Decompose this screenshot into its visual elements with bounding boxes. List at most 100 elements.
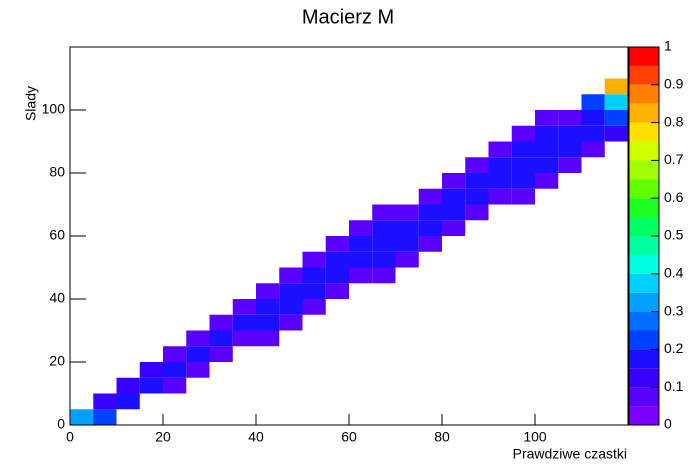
heat-cell <box>302 299 326 315</box>
colorbar-tick-label: 0.1 <box>664 378 684 394</box>
heat-cell <box>139 377 163 394</box>
colorbar-band <box>629 160 659 180</box>
colorbar-band <box>629 141 659 161</box>
heat-cell <box>558 110 582 126</box>
heat-cell <box>535 173 559 189</box>
heat-cell <box>209 346 233 362</box>
heat-cell <box>558 157 582 173</box>
heat-cell <box>581 141 605 158</box>
colorbar-tick-label: 0.7 <box>664 151 684 167</box>
colorbar-tick-label: 0.8 <box>664 113 684 129</box>
colorbar-tick-label: 0.9 <box>664 76 684 92</box>
heat-cell <box>488 188 512 205</box>
heat-cell <box>256 283 280 299</box>
colorbar-band <box>629 47 659 66</box>
heat-cell <box>302 267 326 284</box>
heat-cell <box>442 188 466 205</box>
colorbar-band <box>629 292 659 312</box>
heat-cell <box>395 236 419 252</box>
colorbar-band <box>629 198 659 218</box>
heat-cell <box>511 141 535 158</box>
heat-cell <box>325 251 349 268</box>
heat-cell <box>163 377 187 394</box>
heat-cell <box>325 283 349 299</box>
heat-cell <box>535 157 559 173</box>
heat-cell <box>511 157 535 173</box>
heat-cell <box>349 251 373 268</box>
heat-cell <box>418 204 442 221</box>
heat-cell <box>325 236 349 252</box>
heat-cell <box>116 377 140 394</box>
y-tick-label: 40 <box>49 290 65 306</box>
heat-cell <box>488 141 512 158</box>
colorbar-band <box>629 330 659 350</box>
heat-cell <box>70 409 94 425</box>
heat-cell <box>465 188 489 205</box>
colorbar-tick-label: 0.3 <box>664 302 684 318</box>
colorbar-band <box>629 236 659 255</box>
heat-cell <box>232 299 256 315</box>
heat-cell <box>511 125 535 142</box>
heat-cell <box>349 267 373 284</box>
heat-cell <box>465 173 489 189</box>
heat-cell <box>186 330 210 347</box>
heat-cell <box>186 362 210 378</box>
heat-cell <box>511 173 535 189</box>
heat-cell <box>395 251 419 268</box>
colorbar-tick-label: 0.4 <box>664 265 684 281</box>
heat-cell <box>395 220 419 236</box>
heat-cell <box>279 283 303 299</box>
heat-cell <box>256 314 280 331</box>
heat-cell <box>535 141 559 158</box>
x-tick-label: 0 <box>66 429 74 445</box>
heat-cell <box>558 141 582 158</box>
heat-cell <box>279 267 303 284</box>
heat-cell <box>511 188 535 205</box>
heat-cell <box>93 409 117 425</box>
colorbar-band <box>629 84 659 104</box>
heat-cell <box>116 393 140 410</box>
heat-cell <box>232 330 256 347</box>
heat-cell <box>372 220 396 236</box>
heat-cell <box>442 220 466 236</box>
heat-cell <box>349 220 373 236</box>
heat-cell <box>442 173 466 189</box>
colorbar-band <box>629 311 659 331</box>
heat-cell <box>372 204 396 221</box>
heat-cell <box>232 314 256 331</box>
colorbar-tick-label: 0 <box>664 416 672 432</box>
x-tick-label: 20 <box>155 429 171 445</box>
heat-cell <box>418 188 442 205</box>
heat-cell <box>488 157 512 173</box>
colorbar-band <box>629 217 659 236</box>
colorbar-band <box>629 65 659 85</box>
heat-cell <box>581 125 605 142</box>
colorbar-band <box>629 122 659 142</box>
colorbar-band <box>629 406 659 425</box>
heat-cell <box>581 94 605 110</box>
heat-cell <box>604 94 628 110</box>
colorbar-band <box>629 349 659 369</box>
x-tick-label: 100 <box>523 429 547 445</box>
heat-cell <box>349 236 373 252</box>
heat-cell <box>604 78 628 95</box>
x-tick-label: 80 <box>434 429 450 445</box>
heat-cell <box>93 393 117 410</box>
y-tick-label: 20 <box>49 353 65 369</box>
colorbar-tick-label: 0.2 <box>664 340 684 356</box>
heat-cell <box>302 283 326 299</box>
heat-cell <box>442 204 466 221</box>
heat-cell <box>418 220 442 236</box>
y-tick-label: 0 <box>57 416 65 432</box>
y-tick-label: 60 <box>49 227 65 243</box>
heat-cell <box>163 362 187 378</box>
heat-cell <box>279 299 303 315</box>
heat-cell <box>186 346 210 362</box>
heat-cell <box>163 346 187 362</box>
colorbar-tick-label: 0.6 <box>664 189 684 205</box>
heat-cell <box>325 267 349 284</box>
heat-cell <box>535 110 559 126</box>
heat-cell <box>395 204 419 221</box>
x-axis-title: Prawdziwe czastki <box>513 446 627 462</box>
